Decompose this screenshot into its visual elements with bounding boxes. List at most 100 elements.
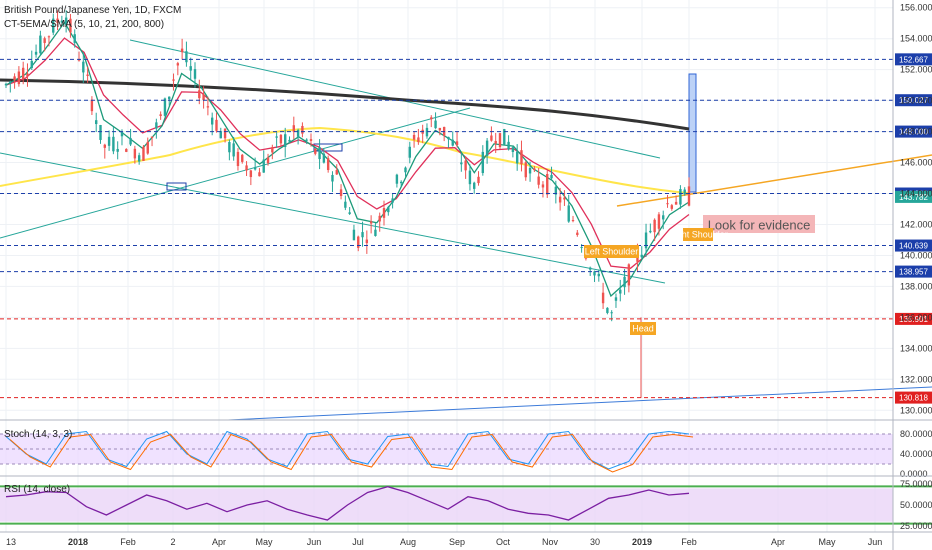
candle-body (365, 239, 369, 244)
candle-body (683, 189, 686, 195)
price-tick-label: 134.000 (900, 343, 932, 353)
candle-body (142, 146, 145, 161)
candle-body (4, 83, 8, 86)
rsi-band (0, 488, 893, 522)
time-tick-label: Feb (120, 537, 136, 547)
candle-body (168, 96, 171, 100)
price-level-label: 148.000 (899, 128, 928, 137)
candle-body (13, 76, 16, 81)
candle-body (563, 197, 566, 200)
candle-body (21, 67, 25, 79)
candle-body (47, 36, 51, 38)
candle-body (361, 232, 364, 238)
candle-body (314, 148, 317, 154)
candle-body (172, 79, 175, 81)
candle-body (666, 203, 669, 205)
price-level-label: 140.639 (899, 242, 928, 251)
price-level-badge (895, 190, 932, 203)
candle-body (129, 138, 132, 145)
price-level-badge (895, 239, 932, 252)
candle-body (202, 94, 205, 101)
candle-body (408, 146, 411, 158)
candle-body (112, 136, 115, 152)
candle-body (288, 139, 291, 142)
candle-body (507, 141, 510, 150)
time-tick-label: 30 (590, 537, 600, 547)
candle-body (180, 48, 184, 53)
candle-body (232, 143, 235, 157)
candle-body (163, 98, 167, 116)
price-tick-label: 138.000 (900, 281, 932, 291)
candle-body (77, 59, 81, 61)
price-tick-label: 132.000 (900, 374, 932, 384)
candle-body (391, 198, 394, 203)
candle-body (86, 74, 89, 76)
neckline (616, 154, 932, 207)
price-tick-label: 148.000 (900, 127, 932, 137)
candle-body (301, 125, 304, 134)
candle-body (253, 167, 257, 170)
price-tick-label: 142.000 (900, 219, 932, 229)
candle-body (43, 38, 46, 43)
time-tick-label: Oct (496, 537, 511, 547)
candle-body (687, 186, 691, 206)
candle-body (9, 81, 12, 83)
candle-body (580, 247, 583, 249)
candle-body (228, 142, 231, 153)
candle-body (589, 267, 592, 270)
candle-body (159, 114, 162, 117)
candle-body (198, 90, 201, 99)
candle-body (550, 174, 553, 179)
candle-body (56, 18, 59, 23)
time-tick-label: Jun (307, 537, 322, 547)
candle-body (262, 159, 265, 173)
candle-body (34, 51, 38, 55)
annotation-box (630, 322, 656, 335)
candle-body (670, 205, 674, 209)
chart-title: British Pound/Japanese Yen, 1D, FXCM (4, 5, 181, 16)
time-tick-label: Aug (400, 537, 416, 547)
candle-body (460, 162, 463, 165)
candle-body (511, 147, 515, 153)
candle-body (528, 167, 532, 174)
candle-body (662, 215, 665, 220)
candle-body (614, 297, 618, 301)
candle-body (404, 167, 407, 173)
candle-body (571, 220, 575, 222)
time-tick-label: Jun (868, 537, 883, 547)
candle-body (627, 264, 631, 286)
time-tick-label: 2 (170, 537, 175, 547)
annotation-box (683, 228, 713, 241)
pattern-annotations: Look for evidence Left Shoulder Right Shou… (584, 215, 815, 335)
candle-body (434, 120, 437, 129)
stoch-d-line (9, 433, 694, 473)
consolidation-box (166, 182, 187, 191)
candle-body (679, 189, 682, 205)
candle-body (430, 117, 433, 120)
price-level-label: 130.818 (899, 394, 928, 403)
time-tick-label: 13 (6, 537, 16, 547)
candle-body (382, 208, 386, 218)
candle-body (331, 174, 334, 182)
annotation-text: Left Shoulder (585, 247, 639, 257)
candle-body (318, 147, 321, 160)
candle-body (60, 20, 64, 23)
annotation-text: Look for evidence (708, 218, 811, 233)
candle-body (412, 134, 416, 140)
price-level-badge (895, 125, 932, 138)
candle-body (52, 18, 55, 33)
rsi-title: RSI (14, close) (4, 484, 70, 495)
candle-body (335, 170, 338, 175)
price-tick-label: 140.000 (900, 250, 932, 260)
candle-body (451, 139, 454, 146)
time-tick-label: Apr (212, 537, 226, 547)
stoch-tick-label: 0.0000 (900, 469, 928, 479)
candle-body (249, 170, 253, 178)
candle-body (236, 151, 240, 167)
price-tick-label: 130.000 (900, 405, 932, 415)
candle-body (189, 66, 192, 71)
time-tick-label: Apr (771, 537, 785, 547)
price-level-badge (895, 265, 932, 278)
price-level-label: 143.782 (899, 193, 928, 202)
time-tick-label: May (255, 537, 273, 547)
